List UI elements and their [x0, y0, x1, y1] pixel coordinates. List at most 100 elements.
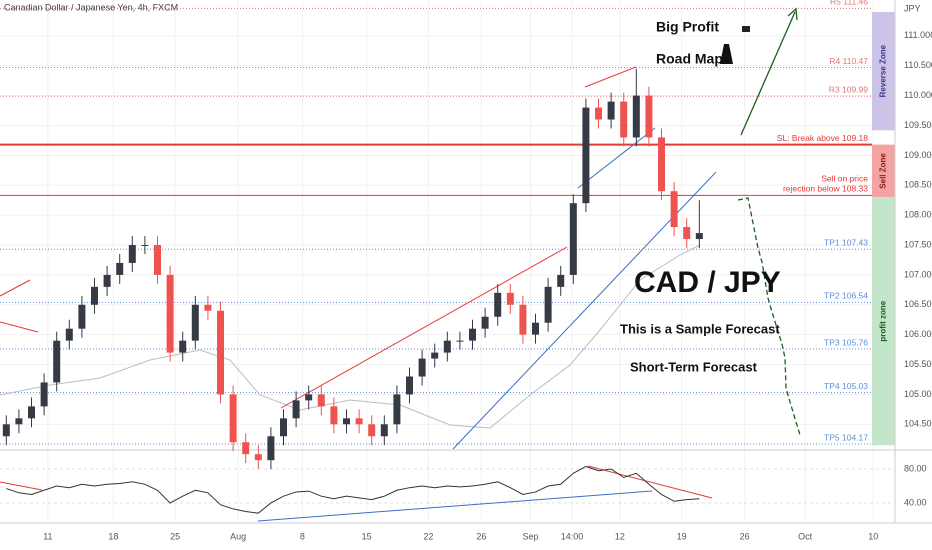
y-tick-label: 106.000 — [904, 329, 932, 339]
trend-line — [584, 66, 637, 88]
y-tick-label: 109.500 — [904, 120, 932, 130]
level-label: R3 109.99 — [829, 84, 868, 94]
candle-body — [204, 304, 212, 311]
candle-body — [267, 436, 275, 461]
trend-line — [0, 279, 31, 297]
road-icon — [720, 44, 733, 64]
candle-body — [254, 454, 262, 461]
zone-label: Reverse Zone — [879, 44, 888, 97]
x-tick-label: 11 — [43, 531, 52, 541]
level-label: TP2 106.54 — [824, 291, 868, 301]
chart-title: Canadian Dollar / Japanese Yen, 4h, FXCM — [4, 2, 178, 12]
candle-body — [317, 394, 325, 407]
annotation: This is a Sample Forecast — [620, 321, 780, 336]
x-tick-label: 14:00 — [561, 531, 584, 541]
annotation: Big Profit — [656, 19, 719, 35]
y-tick-label: 106.500 — [904, 299, 932, 309]
y-tick-label: 108.500 — [904, 180, 932, 190]
trend-line — [257, 490, 653, 522]
candle-body — [91, 286, 99, 305]
y-tick-label: 105.500 — [904, 359, 932, 369]
trend-line — [0, 481, 43, 491]
candle-body — [532, 322, 540, 335]
candle-body — [355, 418, 363, 425]
candle-body — [141, 245, 149, 247]
candle-body — [2, 424, 10, 437]
candle-body — [695, 233, 703, 240]
candle-body — [116, 262, 124, 275]
candle-body — [658, 137, 666, 192]
x-tick-label: 8 — [300, 531, 305, 541]
trend-line — [280, 246, 568, 409]
candle-body — [557, 274, 565, 287]
flag-icon — [742, 26, 750, 32]
zone-label: profit zone — [879, 300, 888, 341]
moving-average — [0, 244, 701, 429]
level-label: rejection below 108.33 — [783, 184, 868, 194]
levels — [0, 7, 895, 446]
candle-body — [128, 245, 136, 263]
candle-body — [494, 292, 502, 317]
level-label: TP5 104.17 — [824, 432, 868, 442]
candle-body — [280, 418, 288, 437]
level-label: SL: Break above 109.18 — [777, 133, 868, 143]
candle-body — [393, 394, 401, 425]
candle-body — [217, 310, 225, 395]
arrow-head — [787, 7, 798, 21]
candle-body — [368, 424, 376, 437]
candle-body — [443, 340, 451, 353]
x-tick-label: 22 — [423, 531, 433, 541]
candle-body — [191, 304, 199, 341]
candle-body — [506, 292, 514, 305]
icons — [720, 26, 750, 64]
level-label: R4 110.47 — [829, 56, 868, 66]
trend-line — [0, 321, 39, 333]
forecast-arrows — [737, 7, 801, 436]
forecast-arrow — [740, 11, 796, 136]
marks — [2, 68, 703, 514]
y-tick-label: 108.000 — [904, 210, 932, 220]
candle-body — [154, 245, 162, 275]
candle-body — [431, 352, 439, 359]
y-tick-label: 109.000 — [904, 150, 932, 160]
annotation: CAD / JPY — [634, 266, 781, 299]
candle-body — [305, 394, 313, 401]
level-label: TP1 107.43 — [824, 237, 868, 247]
zone-label: Sell Zone — [879, 153, 888, 189]
candle-body — [418, 358, 426, 377]
x-tick-label: 12 — [615, 531, 625, 541]
annotation: Short-Term Forecast — [630, 359, 758, 374]
candle-body — [481, 316, 489, 329]
candle-body — [179, 340, 187, 353]
y-tick-label: 104.500 — [904, 419, 932, 429]
candle-body — [103, 274, 111, 287]
zone — [872, 144, 895, 198]
candle-body — [65, 328, 73, 341]
candle-body — [406, 376, 414, 395]
candle-body — [78, 304, 86, 329]
candle-body — [28, 406, 36, 419]
x-tick-label: Sep — [522, 531, 538, 541]
zone — [872, 197, 895, 446]
x-tick-label: 15 — [362, 531, 372, 541]
y-tick-label: 105.000 — [904, 389, 932, 399]
level-label: TP3 105.76 — [824, 337, 868, 347]
level-label: R5 111.46 — [830, 0, 868, 7]
candle-body — [519, 304, 527, 335]
y-tick-label: 111.000 — [904, 30, 932, 40]
candle-body — [607, 101, 615, 120]
candle-body — [380, 424, 388, 437]
rsi-tick-label: 80.00 — [904, 463, 927, 473]
level-label: Sell on price — [821, 174, 868, 184]
y-tick-label: 110.500 — [904, 60, 932, 70]
candle-body — [229, 394, 237, 443]
candle-body — [166, 274, 174, 353]
x-tick-label: 18 — [108, 531, 118, 541]
candle-body — [544, 286, 552, 323]
y-tick-label: 107.000 — [904, 269, 932, 279]
x-tick-label: 19 — [677, 531, 687, 541]
x-tick-label: 26 — [476, 531, 486, 541]
trend-line — [587, 465, 713, 499]
